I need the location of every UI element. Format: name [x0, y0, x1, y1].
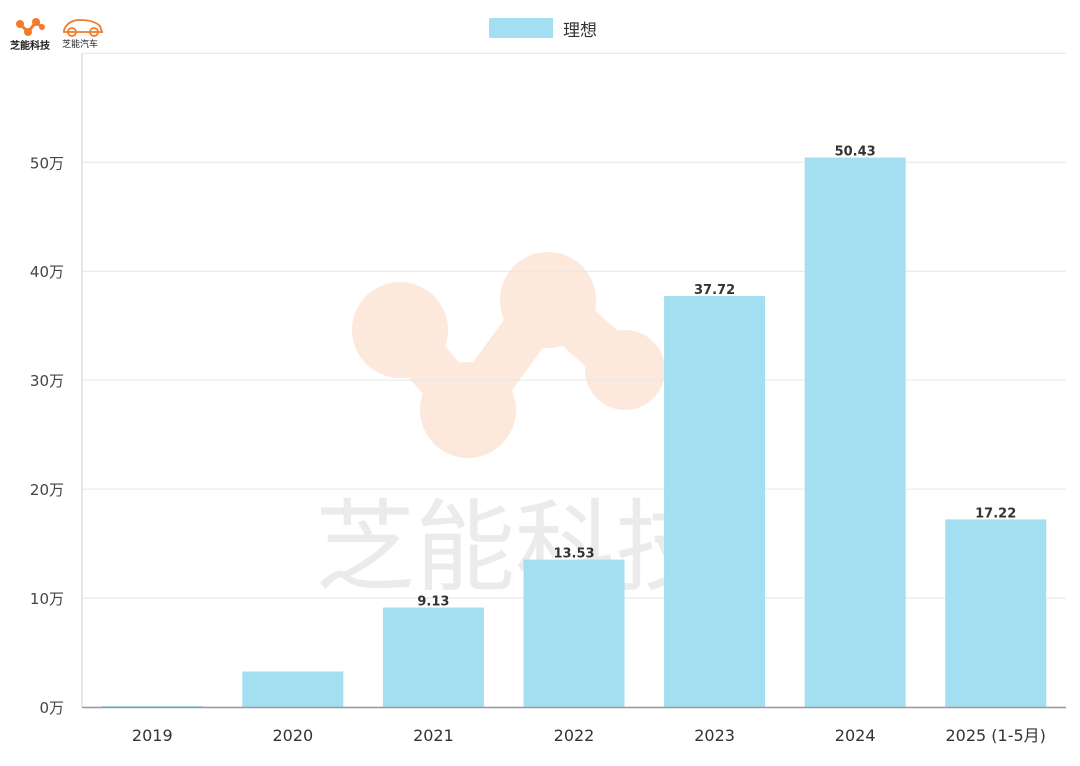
watermark: 芝能科技 [315, 252, 715, 606]
y-tick-label: 0万 [39, 699, 64, 717]
legend-swatch [489, 18, 553, 38]
x-tick-label: 2021 [413, 726, 454, 745]
x-tick-label: 2025 (1-5月) [945, 726, 1045, 745]
logo-right-text: 芝能汽车 [62, 38, 98, 50]
y-tick-label: 40万 [30, 263, 64, 281]
bar-2021[interactable] [382, 607, 484, 707]
y-tick-label: 50万 [30, 154, 64, 172]
car-logo-icon [63, 19, 104, 37]
x-tick-label: 2023 [694, 726, 735, 745]
y-tick-label: 10万 [30, 590, 64, 608]
bar-2020[interactable] [242, 671, 344, 707]
data-label: 37.72 [694, 283, 735, 298]
data-label: 9.13 [417, 595, 449, 610]
x-tick-label: 2020 [272, 726, 313, 745]
x-tick-label: 2024 [835, 726, 876, 745]
watermark-logo-icon [352, 252, 665, 458]
data-label: 17.22 [975, 506, 1016, 521]
brand-logo: 芝能科技 芝能汽车 [10, 18, 104, 52]
bar-2023[interactable] [664, 296, 766, 707]
bar-2022[interactable] [523, 559, 625, 707]
legend-label: 理想 [563, 20, 597, 41]
x-tick-label: 2019 [132, 726, 173, 745]
data-label: 50.43 [835, 145, 876, 160]
y-tick-label: 20万 [30, 481, 64, 499]
logo-left-text: 芝能科技 [10, 39, 51, 52]
bar-2024[interactable] [804, 157, 906, 707]
x-tick-label: 2022 [554, 726, 595, 745]
bar-2025[interactable] [945, 519, 1047, 707]
watermark-text: 芝能科技 [315, 489, 715, 606]
data-label: 13.53 [553, 547, 594, 562]
y-tick-label: 30万 [30, 372, 64, 390]
legend[interactable]: 理想 [489, 16, 597, 41]
bar-2019[interactable] [101, 706, 203, 707]
zhineng-logo-icon [16, 18, 45, 36]
